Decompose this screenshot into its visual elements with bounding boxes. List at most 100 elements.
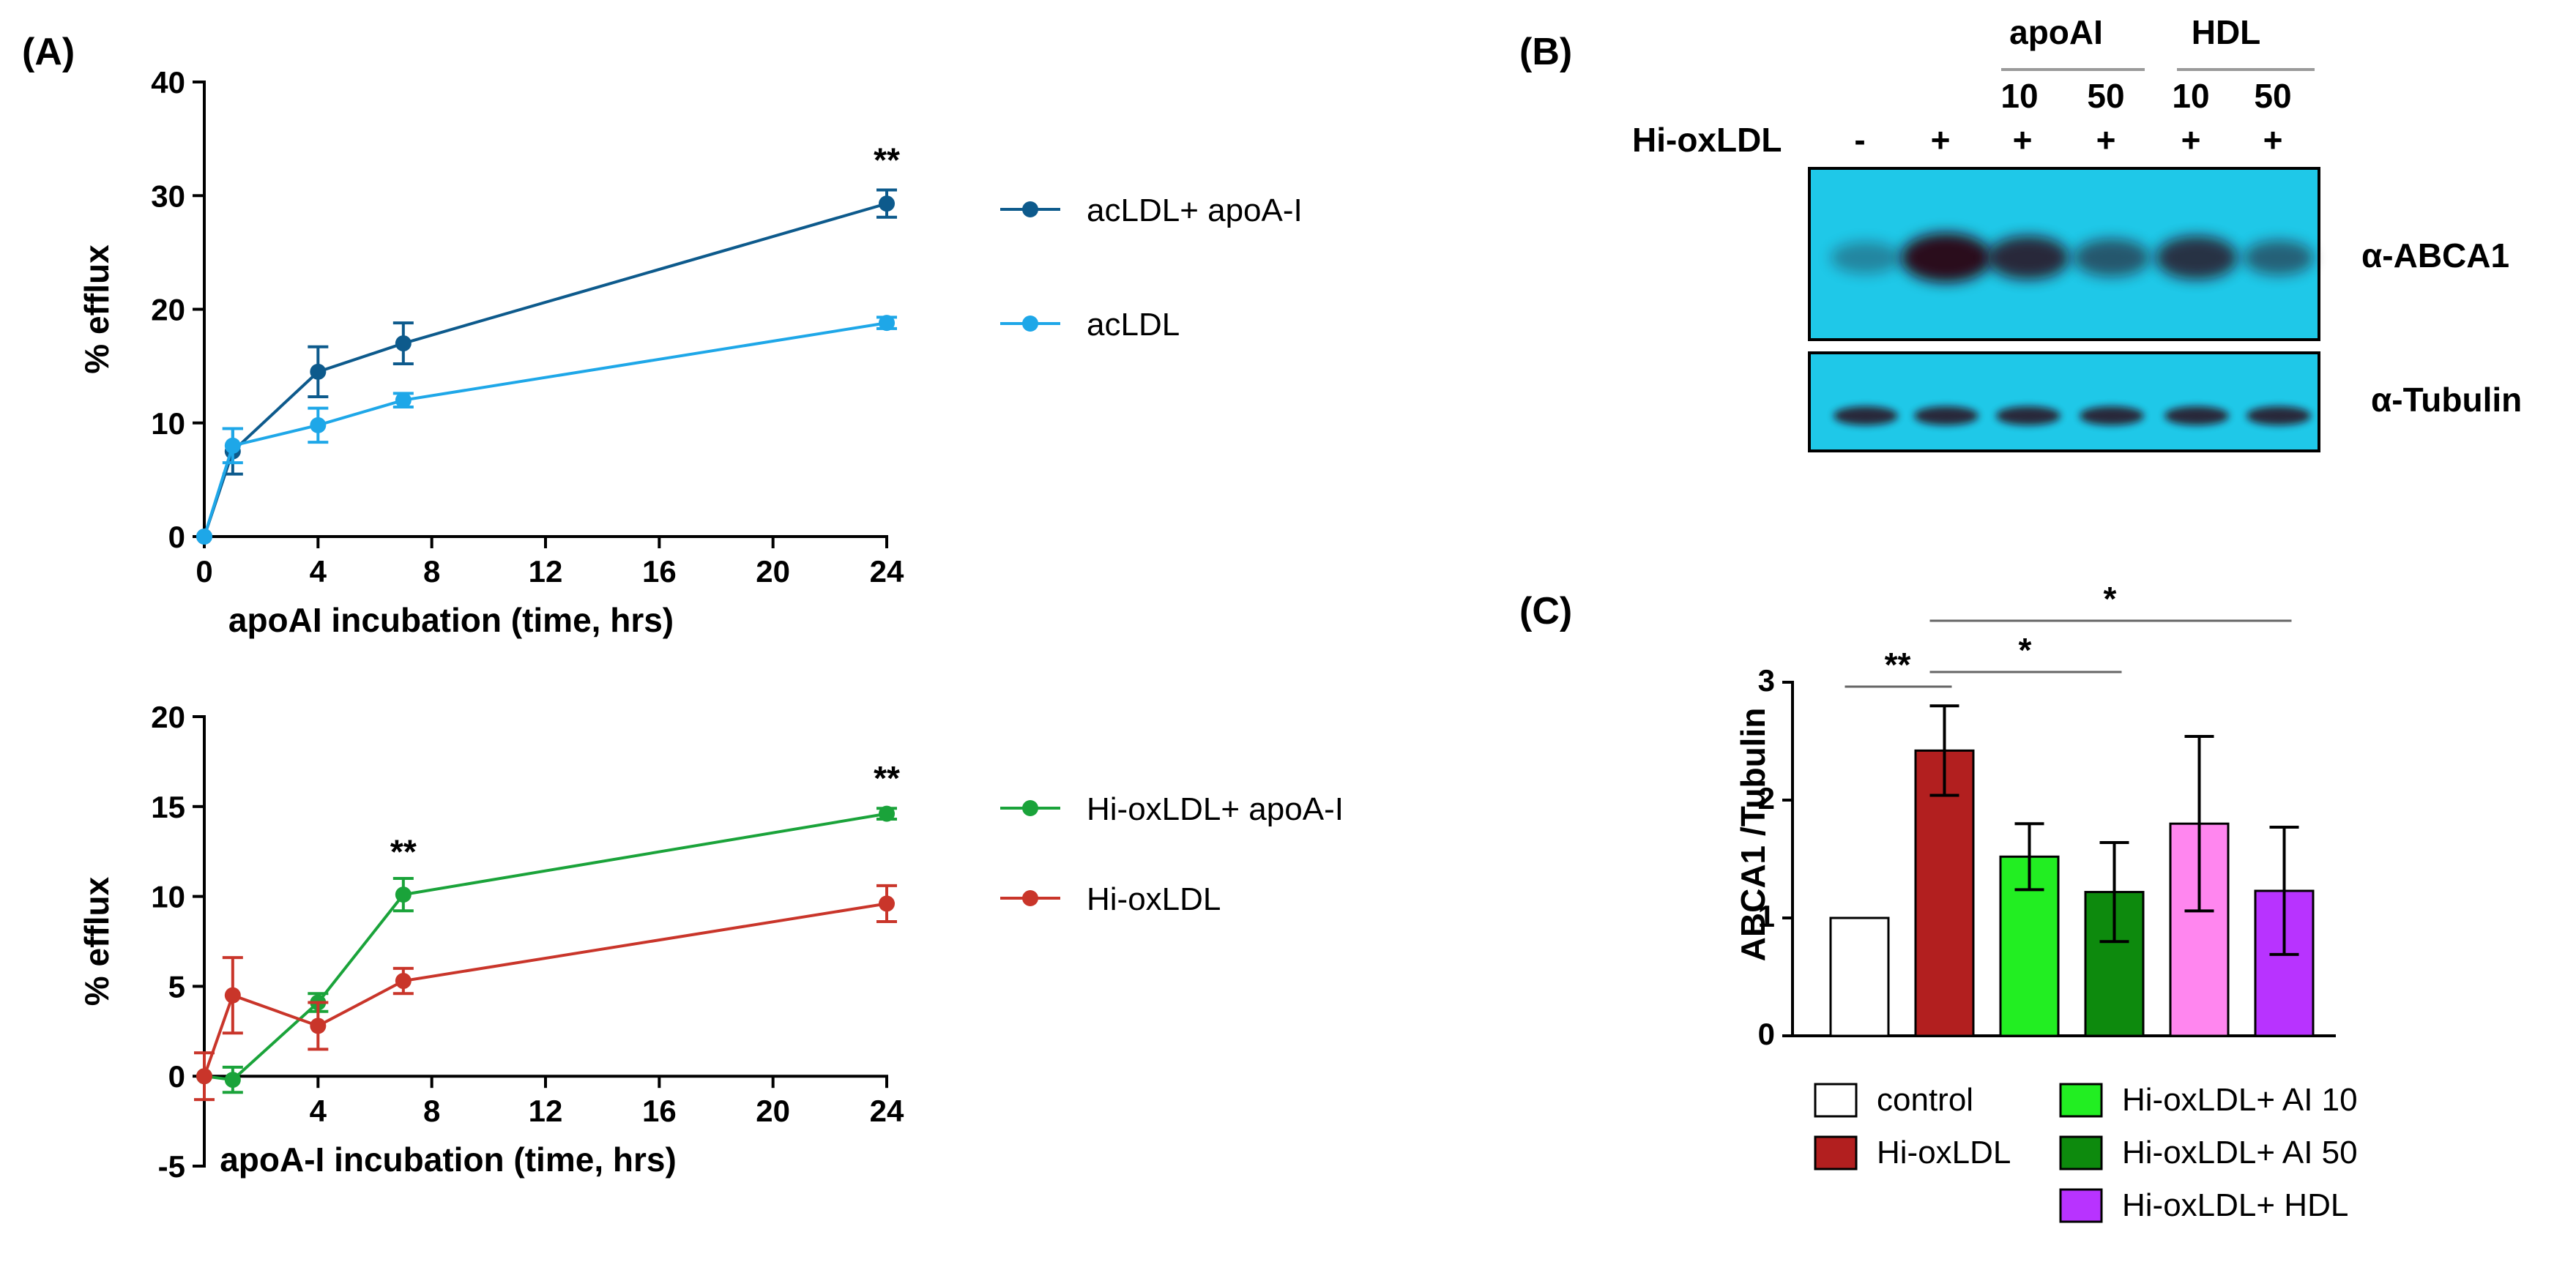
abca1-band bbox=[2244, 240, 2314, 275]
blot-group-apoai: apoAI bbox=[2009, 13, 2103, 51]
y-tick-label: 2 bbox=[1758, 781, 1775, 815]
x-tick-label: 16 bbox=[642, 554, 677, 589]
blot-dose-3: 10 bbox=[2172, 77, 2209, 115]
significance-marker: * bbox=[2019, 631, 2032, 669]
lane-sign: + bbox=[2096, 121, 2116, 159]
legend-marker bbox=[1022, 890, 1038, 906]
data-point bbox=[395, 335, 412, 352]
blot-label-abca1: α-ABCA1 bbox=[2361, 236, 2509, 275]
tubulin-band bbox=[2080, 406, 2144, 425]
y-tick-label: 20 bbox=[151, 700, 185, 734]
legend-swatch bbox=[2059, 1083, 2103, 1118]
series-line bbox=[203, 902, 887, 1077]
data-point bbox=[310, 417, 327, 433]
tubulin-band bbox=[2164, 406, 2229, 425]
data-point bbox=[224, 1072, 241, 1089]
tubulin-band bbox=[1914, 406, 1978, 425]
bar bbox=[1829, 916, 1890, 1037]
data-point bbox=[395, 392, 412, 408]
legend-marker bbox=[1022, 800, 1038, 816]
data-point bbox=[196, 529, 212, 545]
data-point bbox=[879, 805, 895, 822]
y-tick-label: 20 bbox=[151, 293, 185, 327]
legend-label: acLDL+ apoA-I bbox=[1087, 193, 1303, 228]
y-tick-label: 40 bbox=[151, 65, 185, 100]
significance-marker: ** bbox=[874, 759, 900, 797]
x-tick-label: 4 bbox=[310, 1094, 327, 1128]
blot-lane-signs: - + + + + + bbox=[1854, 121, 2282, 159]
legend-swatch bbox=[2059, 1135, 2103, 1170]
x-tick-label: 20 bbox=[756, 1094, 790, 1128]
y-axis-label: % efflux bbox=[78, 244, 116, 374]
abca1-band bbox=[1987, 236, 2069, 280]
x-tick-label: 20 bbox=[756, 554, 790, 589]
data-point bbox=[310, 363, 327, 380]
y-tick-label: 30 bbox=[151, 179, 185, 213]
significance-marker: ** bbox=[390, 833, 417, 871]
lane-sign: + bbox=[2181, 121, 2201, 159]
y-axis-label: ABCA1 /Tubulin bbox=[1734, 708, 1772, 962]
chart-a-top: 0 10 20 30 40 0 4 8 12 16 20 24 apoAI incubation (ti… bbox=[78, 65, 1303, 639]
x-tick-label: 24 bbox=[870, 1094, 904, 1128]
legend-label: Hi-oxLDL bbox=[1087, 881, 1221, 917]
x-tick-label: 8 bbox=[423, 1094, 440, 1128]
legend-label: acLDL bbox=[1087, 307, 1180, 343]
y-tick-label: 0 bbox=[168, 1059, 185, 1094]
panel-label-a: (A) bbox=[22, 31, 75, 73]
abca1-band bbox=[2074, 239, 2150, 277]
lane-sign: + bbox=[2013, 121, 2033, 159]
data-point bbox=[224, 987, 241, 1004]
data-point bbox=[879, 895, 895, 912]
lane-sign: + bbox=[1931, 121, 1951, 159]
lane-sign: + bbox=[2263, 121, 2283, 159]
x-tick-label: 16 bbox=[642, 1094, 677, 1128]
significance-marker: ** bbox=[1885, 646, 1911, 684]
series-line bbox=[203, 321, 887, 537]
blot-group-hdl: HDL bbox=[2192, 13, 2261, 51]
data-point bbox=[395, 886, 412, 903]
y-tick-label: 10 bbox=[151, 406, 185, 441]
significance-marker: * bbox=[2104, 580, 2117, 618]
legend-marker bbox=[1022, 316, 1038, 332]
blot-group-bar-hdl bbox=[2177, 68, 2315, 71]
significance-marker: ** bbox=[874, 141, 900, 179]
legend-swatch bbox=[2059, 1188, 2103, 1223]
blot-label-tubulin: α-Tubulin bbox=[2371, 381, 2522, 419]
chart-a-bottom: -5 0 5 10 15 20 4 8 12 16 20 24 apoA-I incubation (t… bbox=[78, 700, 1344, 1184]
blot-abca1-bands bbox=[1831, 233, 2314, 283]
blot-tubulin-membrane bbox=[1808, 351, 2320, 452]
legend-swatch bbox=[1814, 1083, 1858, 1118]
x-tick-label: 8 bbox=[423, 554, 440, 589]
blot-treatment-label: Hi-oxLDL bbox=[1632, 121, 1782, 159]
data-point bbox=[395, 973, 412, 990]
x-tick-label: 24 bbox=[870, 554, 904, 589]
y-axis-label: % efflux bbox=[78, 876, 116, 1006]
x-tick-label: 0 bbox=[196, 554, 212, 589]
y-tick-label: -5 bbox=[158, 1149, 185, 1184]
x-axis-label: apoA-I incubation (time, hrs) bbox=[220, 1140, 677, 1179]
series-line bbox=[204, 812, 887, 1082]
data-point bbox=[310, 1018, 327, 1034]
data-point bbox=[196, 1068, 212, 1085]
blot-tubulin-bands bbox=[1834, 406, 2311, 425]
data-point bbox=[224, 437, 241, 454]
panel-label-c: (C) bbox=[1519, 590, 1572, 632]
blot-dose-2: 50 bbox=[2087, 77, 2124, 115]
x-tick-label: 12 bbox=[529, 1094, 563, 1128]
legend-label: Hi-oxLDL+ HDL bbox=[2122, 1187, 2348, 1223]
blot-group-bar-apoai bbox=[2001, 68, 2145, 71]
x-tick-label: 12 bbox=[529, 554, 563, 589]
tubulin-band bbox=[2246, 406, 2311, 425]
legend-swatch bbox=[1814, 1135, 1858, 1170]
lane-sign: - bbox=[1854, 121, 1865, 159]
abca1-band bbox=[1901, 233, 1992, 283]
x-tick-label: 4 bbox=[310, 554, 327, 589]
legend-label: Hi-oxLDL+ AI 10 bbox=[2122, 1082, 2358, 1118]
tubulin-band bbox=[1834, 406, 1898, 425]
x-axis-label: apoAI incubation (time, hrs) bbox=[228, 601, 674, 639]
western-blot: apoAI HDL 10 50 10 50 Hi-oxLDL - + + + + + α-… bbox=[1632, 13, 2522, 452]
panel-label-b: (B) bbox=[1519, 31, 1572, 73]
data-point bbox=[879, 195, 895, 212]
